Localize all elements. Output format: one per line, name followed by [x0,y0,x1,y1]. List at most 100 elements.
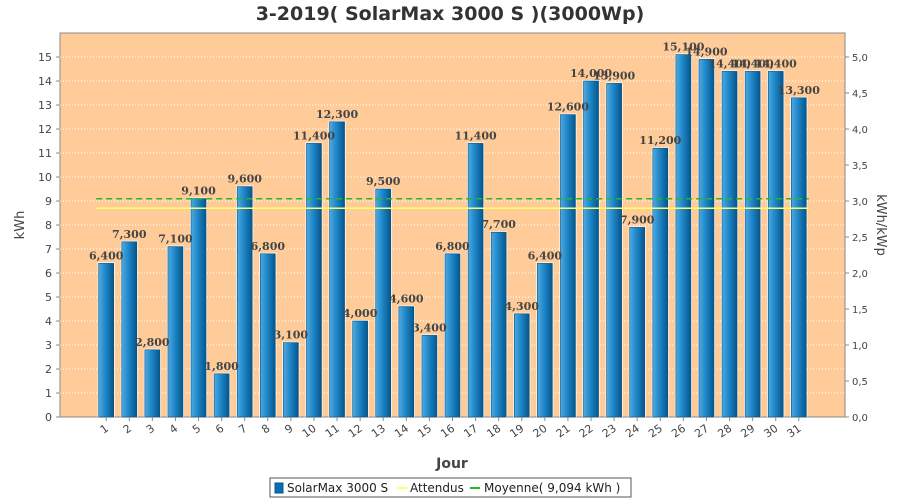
y-tick-label: 5 [45,291,52,304]
x-tick-label: 11 [323,422,342,441]
data-labels: 6,400 7,300 2,800 7,100 9,100 1,800 9,600 6,800… [89,41,820,373]
data-label: 9,500 [366,175,401,188]
legend: SolarMax 3000 S Attendus Moyenne( 9,094 … [269,477,632,498]
data-label: 14,400 [755,57,797,70]
chart-title: 3-2019( SolarMax 3000 S )(3000Wp) [256,3,645,25]
y-tick-label: 13 [38,99,52,112]
x-axis-label: Jour [435,456,468,472]
data-label: 9,600 [227,173,262,186]
x-tick-label: 2 [121,422,134,437]
y-tick-label: 15 [38,51,52,64]
bar [306,143,322,418]
bar [698,59,715,418]
y2-tick-label: 3,0 [852,197,868,208]
x-tick-label: 29 [738,422,757,441]
legend-entry-moyenne: Moyenne( 9,094 kWh ) [484,481,620,495]
legend-swatch-solarmax [274,482,284,494]
y-tick-label: 0 [45,411,52,424]
x-tick-label: 4 [167,422,180,437]
bars [97,53,808,418]
y-tick-label: 14 [38,75,52,88]
bar [444,253,461,418]
bar [721,71,738,418]
y-tick-label: 9 [45,195,52,208]
bar [329,121,345,418]
data-label: 6,800 [435,240,470,253]
data-label: 14,400 [709,57,751,70]
bar [560,114,576,418]
data-label: 12,300 [316,108,358,121]
bar [767,71,784,418]
data-label: 1,800 [204,360,239,373]
data-label: 14,400 [732,57,774,70]
data-label: 2,800 [135,336,170,349]
data-label: 7,900 [620,213,655,226]
x-tick-label: 5 [190,422,203,437]
bar [144,349,161,418]
x-tick-label: 12 [346,422,365,441]
y-tick-label: 11 [38,147,52,160]
bar [283,342,299,418]
x-tick-label: 23 [600,422,619,441]
x-tick-label: 16 [438,422,457,441]
bar [190,198,207,418]
bar [236,186,253,418]
reference-lines [96,197,809,209]
data-label: 11,400 [455,129,497,142]
x-tick-label: 20 [531,422,550,441]
bar [537,263,553,418]
data-label: 3,400 [412,321,447,334]
x-tick-label: 27 [692,422,711,441]
y-tick-label: 1 [45,387,52,400]
x-tick-label: 22 [577,422,596,441]
y-tick-label: 8 [45,219,52,232]
data-label: 15,100 [662,41,704,54]
data-label: 11,400 [293,129,335,142]
data-label: 9,100 [181,185,216,198]
y2-tick-label: 2,5 [852,233,868,244]
bar [629,227,646,418]
x-tick-label: 26 [669,422,688,441]
x-tick-label: 28 [715,422,734,441]
bar [675,54,692,418]
y2-tick-label: 5,0 [852,53,868,64]
data-label: 12,600 [547,101,589,114]
x-tick-label: 1 [98,422,111,437]
y2-tick-label: 2,0 [852,269,868,280]
bar [652,147,669,418]
data-label: 14,900 [685,45,727,58]
x-tick-label: 10 [300,422,319,441]
x-tick-label: 14 [392,422,411,441]
x-axis-ticks: 1 2 3 4 5 6 7 8 9 10 11 12 13 14 15 16 17 18 19 20 21 22 23 24 2… [98,417,804,440]
legend-entry-solarmax: SolarMax 3000 S [287,481,388,495]
x-tick-label: 25 [646,422,665,441]
bar [791,97,807,418]
y2-axis-label: kWh/kWp [873,194,888,256]
bar [583,80,599,418]
bar [167,246,184,418]
x-tick-label: 30 [762,422,781,441]
x-tick-label: 17 [461,422,480,441]
x-tick-label: 9 [282,422,295,437]
x-tick-label: 19 [508,422,527,441]
x-tick-label: 31 [785,422,804,441]
data-label: 11,200 [639,134,681,147]
y2-tick-label: 4,5 [852,89,868,100]
data-label: 7,300 [112,228,147,241]
y-tick-label: 6 [45,267,52,280]
x-tick-label: 13 [369,422,388,441]
x-tick-label: 18 [484,422,503,441]
y-tick-label: 12 [38,123,52,136]
y2-tick-label: 0,5 [852,377,868,388]
bar [98,263,114,418]
y-tick-label: 4 [45,315,52,328]
data-label: 6,400 [89,249,124,262]
y-tick-label: 7 [45,243,52,256]
y2-tick-label: 0,0 [852,413,868,424]
y-axis-label: kWh [13,211,28,240]
bar [352,320,368,418]
data-label: 6,800 [251,240,286,253]
